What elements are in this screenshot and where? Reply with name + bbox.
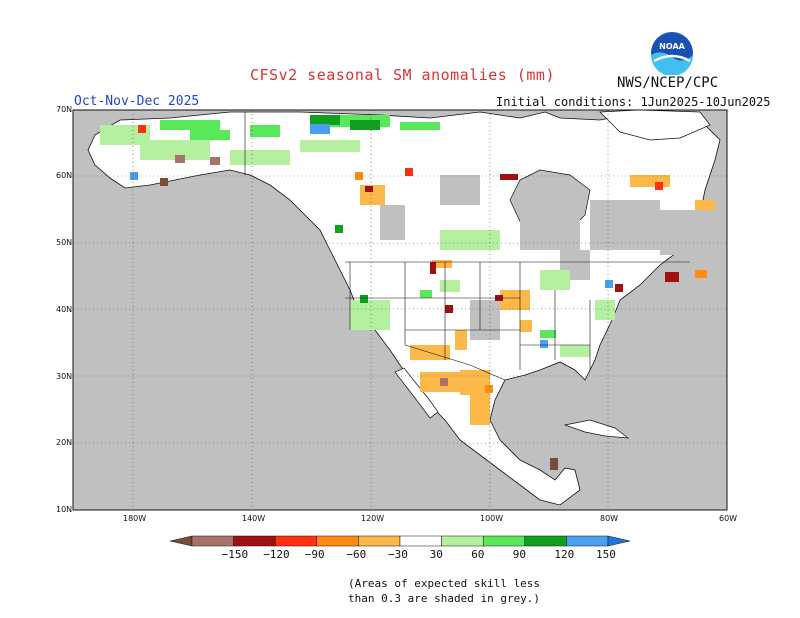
legend-label: 120 — [554, 548, 575, 561]
legend-arrow-high — [607, 535, 630, 547]
lat-label-60: 60N — [56, 171, 73, 180]
lat-label-70: 70N — [56, 105, 73, 114]
political-boundaries — [244, 112, 690, 381]
legend-swatch — [358, 535, 401, 547]
legend-label: 150 — [596, 548, 616, 561]
legend-swatch — [399, 535, 442, 547]
legend-swatch — [482, 535, 526, 547]
legend-swatch — [191, 535, 234, 547]
legend-label: −30 — [388, 548, 408, 561]
map-frame — [72, 109, 728, 511]
color-legend-bar — [170, 535, 630, 547]
skill-note-line-1: (Areas of expected skill less — [348, 577, 541, 590]
lon-label-120w: 120W — [361, 514, 385, 523]
legend-swatch — [441, 535, 484, 547]
legend-label: −90 — [304, 548, 325, 561]
map-title: CFSv2 seasonal SM anomalies (mm) — [250, 66, 555, 84]
legend-arrow-low — [170, 535, 193, 547]
lon-label-80w: 80W — [600, 514, 619, 523]
legend-label: −60 — [346, 548, 367, 561]
lat-label-50: 50N — [56, 238, 73, 247]
lon-label-180w: 180W — [123, 514, 147, 523]
lat-label-20: 20N — [56, 438, 73, 447]
initial-conditions-label: Initial conditions: 1Jun2025-10Jun2025 — [496, 95, 771, 109]
svg-text:NOAA: NOAA — [659, 42, 685, 51]
land-cuba — [563, 419, 630, 439]
season-label: Oct-Nov-Dec 2025 — [74, 94, 200, 109]
legend-swatch — [233, 535, 276, 547]
lat-label-10: 10N — [56, 505, 73, 514]
land-baja — [394, 367, 439, 419]
legend-swatch — [316, 535, 359, 547]
low-skill-patches — [380, 175, 720, 340]
legend-swatch — [274, 535, 318, 547]
legend-swatch — [566, 535, 609, 547]
legend-label: 60 — [471, 548, 485, 561]
noaa-logo: NOAA — [651, 32, 693, 75]
agency-label: NWS/NCEP/CPC — [617, 75, 719, 91]
legend-swatch — [524, 535, 567, 547]
legend-label: −150 — [221, 548, 249, 561]
legend-label: 30 — [429, 548, 443, 561]
graticule — [73, 110, 727, 510]
lat-label-30: 30N — [56, 372, 73, 381]
lon-label-60w: 60W — [719, 514, 738, 523]
lat-label-40: 40N — [56, 305, 73, 314]
legend-label: 90 — [512, 548, 527, 561]
skill-note-line-2: than 0.3 are shaded in grey.) — [348, 592, 541, 605]
skill-note: (Areas of expected skill less than 0.3 a… — [348, 576, 540, 606]
legend-label: −120 — [263, 548, 290, 561]
lon-label-140w: 140W — [242, 514, 266, 523]
lon-label-100w: 100W — [480, 514, 504, 523]
